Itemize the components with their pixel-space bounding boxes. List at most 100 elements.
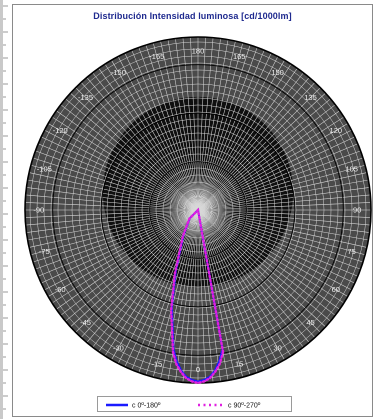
grid-spoke [25, 209, 199, 226]
grid-spoke [197, 209, 340, 310]
grid-spoke [197, 209, 285, 360]
grid-spoke [60, 104, 199, 211]
series-layer [169, 207, 225, 385]
grid-spoke [32, 209, 199, 263]
grid-spoke [190, 37, 199, 211]
grid-spoke [197, 209, 304, 348]
grid-spoke [197, 50, 265, 211]
grid-spoke [197, 157, 364, 211]
grid-spoke [124, 209, 199, 367]
grid-spoke [70, 209, 199, 328]
angle-label: 165 [233, 52, 246, 61]
grid-ring [183, 195, 213, 225]
grid-spoke [160, 41, 199, 211]
grid-spoke [29, 209, 199, 248]
grid-spoke [197, 187, 370, 211]
grid-spoke [117, 209, 199, 364]
grid-spoke [197, 53, 272, 211]
grid-spoke [30, 164, 199, 211]
grid-spoke [98, 68, 199, 211]
grid-ring [50, 62, 346, 358]
major-ring [149, 161, 247, 259]
grid-ring [134, 146, 262, 274]
grid-spoke [197, 209, 258, 373]
grid-spoke [25, 209, 199, 218]
grid-spoke [65, 98, 199, 211]
grid-spoke [197, 179, 369, 211]
angle-label: 135 [304, 93, 317, 102]
grid-spoke [25, 194, 199, 211]
grid-spoke [197, 47, 258, 211]
grid-spoke [197, 56, 279, 211]
grid-spoke [92, 72, 199, 211]
grid-ring [190, 202, 206, 218]
grid-spoke [197, 202, 371, 211]
grid-spoke [197, 209, 272, 367]
grid-spoke [197, 41, 236, 211]
grid-spoke [197, 209, 279, 364]
grid-spoke [197, 194, 371, 211]
angle-label: 60 [332, 285, 340, 294]
grid-ring [64, 76, 332, 344]
grid-ring [148, 160, 248, 260]
grid-spoke [197, 209, 366, 256]
grid-spoke [197, 44, 251, 211]
grid-ring [92, 104, 304, 316]
grid-ring [106, 118, 290, 302]
grid-spoke [26, 209, 199, 233]
grid-spoke [48, 209, 199, 297]
grid-spoke [197, 209, 367, 248]
grid-spoke [65, 209, 199, 322]
grid-ring [113, 125, 283, 295]
angle-label: 30 [273, 343, 281, 352]
angle-label: -120 [53, 126, 68, 135]
angle-label: 0 [196, 365, 200, 374]
grid-spoke [35, 209, 199, 270]
grid-ring [169, 181, 227, 239]
grid-spoke [197, 209, 358, 277]
grid-spoke [197, 104, 336, 211]
grid-spoke [197, 63, 292, 211]
grid-spoke [197, 209, 236, 379]
grid-spoke [197, 164, 366, 211]
grid-ring [120, 132, 276, 288]
grid-ring [78, 90, 318, 330]
angle-label: 90 [353, 206, 361, 215]
grid-spoke [41, 136, 199, 211]
grid-spoke [124, 53, 199, 211]
grid-spoke [197, 39, 229, 211]
grid-spoke [27, 209, 199, 241]
grid-ring [176, 188, 220, 232]
grid-spoke [197, 209, 316, 338]
grid-spoke [197, 209, 369, 241]
angle-labels: 180-165-150-135-120-105-90-75-60-45-30-1… [33, 46, 361, 373]
grid-spoke [197, 209, 348, 297]
grid-spoke [197, 72, 304, 211]
grid-spoke [197, 209, 206, 383]
grid-spoke [197, 129, 352, 211]
grid-spoke [104, 63, 199, 211]
grid-spoke [197, 82, 316, 211]
grid-spoke [30, 209, 199, 256]
angle-label: 45 [306, 318, 314, 327]
grid-spoke [75, 209, 199, 333]
grid-spoke [197, 209, 371, 218]
grid-spoke [160, 209, 199, 379]
grid-spoke [197, 87, 321, 211]
grid-spoke [111, 60, 199, 211]
angle-label: -105 [37, 164, 52, 173]
grid-spoke [197, 68, 298, 211]
angle-label: -60 [55, 285, 66, 294]
grid-spoke [26, 187, 199, 211]
angle-label: -75 [39, 247, 50, 256]
grid-spoke [197, 209, 251, 376]
grid-spoke [197, 172, 367, 211]
series-1-line [169, 207, 225, 385]
grid-ring [57, 69, 339, 351]
grid-spoke [32, 157, 199, 211]
grid-spoke [35, 150, 199, 211]
grid-spoke [197, 209, 310, 343]
grid-spoke [98, 209, 199, 352]
chart-title: Distribución Intensidad luminosa [cd/100… [93, 11, 292, 21]
